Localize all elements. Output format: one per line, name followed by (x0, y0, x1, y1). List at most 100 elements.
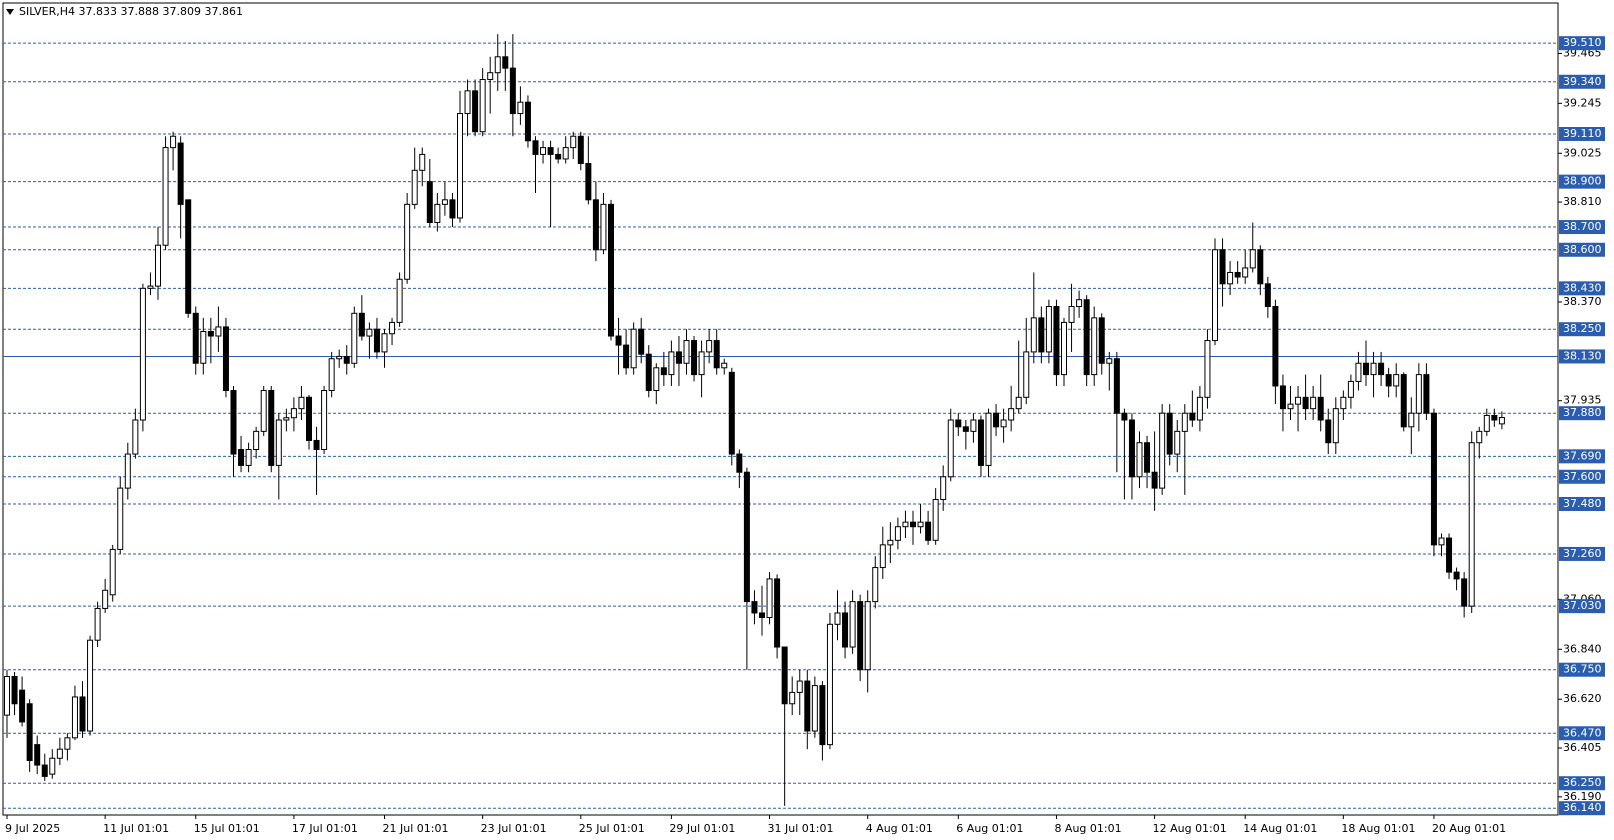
candle-body (736, 453, 743, 473)
candle-body (668, 351, 675, 376)
candle-body (675, 351, 682, 364)
x-tick-label: 31 Jul 01:01 (768, 822, 834, 835)
x-tick-label: 20 Aug 01:01 (1432, 822, 1506, 835)
candle-body (894, 526, 901, 541)
level-label: 37.600 (1563, 470, 1602, 483)
candle-body (1347, 380, 1354, 398)
candle-body (977, 419, 984, 466)
x-tick-label: 9 Jul 2025 (5, 822, 60, 835)
candle-body (419, 153, 426, 171)
candle-body (1393, 374, 1400, 387)
level-label-box (1559, 599, 1605, 614)
y-tick-label: 36.405 (1563, 741, 1602, 754)
plot-frame (2, 2, 1559, 816)
x-tick-label: 21 Jul 01:01 (383, 822, 449, 835)
candle-body (547, 147, 554, 155)
candle-body (192, 312, 199, 364)
candle-body (1400, 374, 1407, 428)
candle-body (1468, 442, 1475, 607)
candle-body (298, 396, 305, 410)
candle-body (993, 412, 1000, 428)
level-label-box (1559, 801, 1605, 816)
candle-body (11, 676, 18, 705)
candle-body (502, 56, 509, 69)
candle-body (230, 389, 237, 455)
candle-body (1242, 267, 1249, 278)
candle-body (630, 328, 637, 369)
candle-body (781, 646, 788, 705)
candle-body (464, 90, 471, 115)
candle-body (351, 312, 358, 364)
candle-body (1121, 412, 1128, 421)
candle-body (162, 147, 169, 246)
candle-body (328, 358, 335, 391)
candle-body (1068, 306, 1075, 323)
candle-body (147, 285, 154, 289)
candle-body (389, 321, 396, 335)
candle-body (290, 408, 297, 419)
candle-body (1008, 408, 1015, 421)
candle-body (562, 147, 569, 160)
candle-body (1249, 249, 1256, 269)
level-label: 38.130 (1563, 349, 1602, 362)
candle-body (268, 389, 275, 466)
candle-body (615, 335, 622, 346)
candle-body (1128, 419, 1135, 478)
level-label-box (1559, 126, 1605, 141)
candle-body (215, 326, 222, 337)
candle-body (608, 203, 614, 337)
candle-body (56, 748, 63, 759)
candle-body (985, 412, 992, 466)
candle-body (1461, 578, 1468, 607)
candle-body (358, 312, 365, 337)
y-tick-label: 38.370 (1563, 295, 1602, 308)
x-tick-label: 29 Jul 01:01 (669, 822, 735, 835)
candle-body (902, 521, 909, 528)
candle-body (207, 330, 214, 337)
y-tick-label: 37.935 (1563, 394, 1602, 407)
candle-body (1430, 412, 1437, 546)
candle-body (864, 601, 871, 671)
candle-body (1015, 396, 1022, 410)
candle-body (1204, 340, 1211, 398)
candle-body (721, 362, 728, 369)
candle-body (1083, 299, 1090, 376)
level-label: 39.510 (1563, 36, 1602, 49)
y-tick-label: 36.840 (1563, 642, 1602, 655)
candle-body (132, 419, 139, 455)
candle-body (49, 757, 56, 775)
candle-body (1053, 306, 1060, 376)
candle-body (41, 764, 48, 777)
candle-body (102, 589, 109, 609)
candle-body (1295, 396, 1302, 405)
candle-body (1325, 419, 1332, 444)
candle-body (600, 203, 607, 251)
candle-body (1106, 358, 1113, 364)
candle-body (1279, 385, 1286, 410)
candle-body (479, 79, 486, 133)
candle-body (1408, 412, 1415, 428)
level-label-box (1559, 469, 1605, 484)
menu-arrow[interactable] (6, 9, 14, 15)
candle-body (660, 367, 667, 376)
level-label: 37.260 (1563, 547, 1602, 560)
candle-body (849, 601, 856, 648)
candle-body (487, 72, 494, 81)
candle-body (910, 521, 916, 528)
candle-body (1030, 317, 1037, 353)
candle-body (366, 328, 373, 337)
candle-body (306, 396, 312, 441)
candle-body (962, 426, 969, 432)
candle-body (713, 340, 720, 369)
candle-body (1355, 362, 1362, 382)
level-label: 38.900 (1563, 175, 1602, 188)
candle-body (87, 639, 94, 732)
candle-body (1196, 396, 1203, 421)
candle-body (623, 344, 630, 369)
candle-body (1332, 408, 1339, 444)
candle-body (1189, 412, 1196, 421)
level-label-box (1559, 726, 1605, 741)
candle-body (540, 147, 547, 155)
candle-body (1378, 362, 1385, 376)
level-label: 37.030 (1563, 599, 1602, 612)
